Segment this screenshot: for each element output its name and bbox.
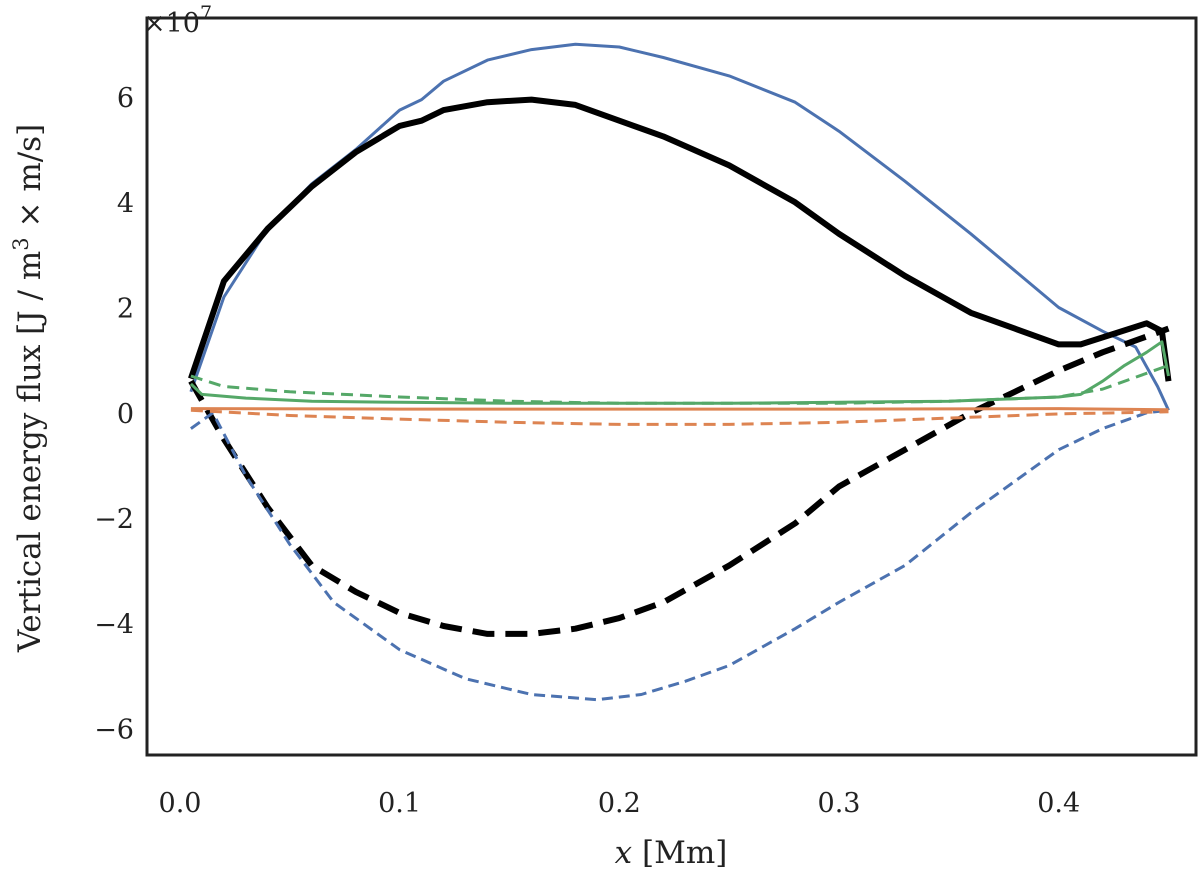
y-tick-label: 0: [117, 399, 134, 430]
series-line-green-solid: [189, 340, 1170, 405]
plot-frame: [145, 16, 1198, 757]
series-line-black-solid: [188, 96, 1172, 382]
series-line-orange-dashed: [190, 408, 1169, 426]
y-tick-label: 4: [117, 188, 134, 219]
x-tick-label: 0.1: [378, 788, 421, 819]
series-layer: [188, 42, 1172, 702]
series-line-green-dashed: [190, 363, 1170, 405]
y-tick-label: −2: [94, 504, 134, 535]
series-line-blue-solid: [189, 42, 1170, 411]
y-tick-label: −6: [94, 715, 134, 746]
y-offset-label: ×107: [143, 2, 212, 39]
y-tick-label: 2: [117, 294, 134, 325]
series-line-orange-solid: [190, 407, 1169, 412]
x-tick-label: 0.3: [818, 788, 861, 819]
series-line-black-dashed: [188, 325, 1170, 637]
x-tick-label: 0.4: [1037, 788, 1080, 819]
y-tick-label: 6: [117, 83, 134, 114]
x-tick-label: 0.0: [159, 788, 202, 819]
y-axis-ticks: −6 −4 −2 0 2 4 6: [94, 83, 134, 746]
y-tick-label: −4: [94, 609, 134, 640]
x-axis-label: x [Mm]: [615, 835, 728, 871]
y-axis-label: Vertical energy flux [J / m3 × m/s]: [9, 124, 48, 653]
x-tick-label: 0.2: [598, 788, 641, 819]
x-axis-ticks: 0.0 0.1 0.2 0.3 0.4: [159, 788, 1081, 819]
series-line-blue-dashed: [190, 408, 1169, 702]
